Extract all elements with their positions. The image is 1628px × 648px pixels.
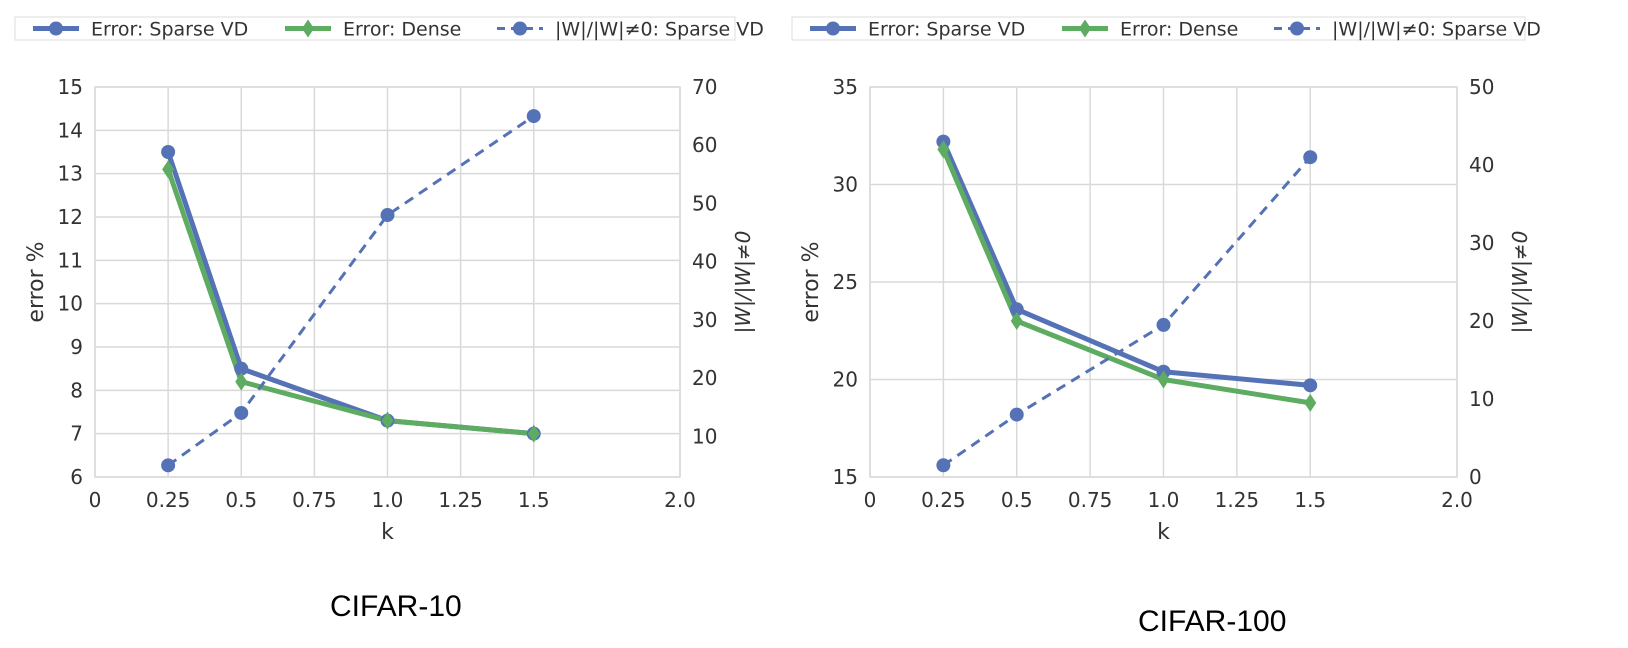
series-1-point: [1009, 302, 1024, 317]
x-tick-label: 0.25: [146, 488, 191, 512]
series-2-point: [1010, 312, 1023, 330]
y2-tick-label: 30: [1469, 231, 1494, 255]
series-2-point: [937, 140, 950, 159]
y-tick-label: 15: [58, 75, 83, 99]
y2-tick-label: 0: [1469, 465, 1482, 489]
series-3-point: [234, 405, 249, 420]
series-2-point: [527, 424, 540, 443]
x-tick-label: 1.25: [1215, 488, 1260, 512]
y-tick-label: 13: [58, 162, 83, 186]
x-tick-label: 0: [89, 488, 102, 512]
y-tick-label: 20: [833, 368, 858, 392]
y2-tick-label: 10: [692, 424, 717, 448]
legend-label-2: Error: Dense: [343, 19, 461, 41]
y-tick-label: 15: [833, 465, 858, 489]
series-1-point: [234, 361, 249, 376]
x-axis-label: k: [1157, 520, 1170, 545]
series-2-point: [235, 372, 248, 391]
caption-right: CIFAR-100: [1138, 605, 1287, 638]
y-tick-label: 11: [58, 248, 83, 272]
y2-tick-label: 20: [692, 366, 717, 390]
y2-tick-label: 20: [1469, 309, 1494, 333]
y2-tick-label: 30: [692, 308, 717, 332]
y2-axis-label: |W|/|W|≠0: [731, 231, 755, 334]
caption-left: CIFAR-10: [330, 590, 462, 623]
series-3-point: [936, 458, 951, 473]
x-tick-label: 2.0: [664, 488, 696, 512]
y-tick-label: 30: [833, 173, 858, 197]
legend-marker-3: [1290, 21, 1304, 36]
legend-label-1: Error: Sparse VD: [868, 19, 1025, 41]
legend-marker-1: [826, 21, 840, 36]
x-tick-label: 0: [864, 488, 877, 512]
series-2-point: [162, 160, 175, 179]
y-tick-label: 10: [58, 292, 83, 316]
x-tick-label: 0.25: [921, 488, 966, 512]
chart-1: 0 0.25 0.5 0.75 1.0 1.25 1.5 2.0 6 7 8 9 10 11 12 13 14 1…: [14, 16, 764, 545]
series-3-point: [1009, 407, 1024, 422]
series-3-point: [161, 458, 176, 473]
legend-label-3: |W|/|W|≠0: Sparse VD: [1332, 19, 1541, 41]
y2-axis-label: |W|/|W|≠0: [1508, 231, 1532, 334]
legend-marker-2: [1079, 19, 1091, 38]
y2-tick-label: 50: [692, 191, 717, 215]
x-tick-label: 1.0: [372, 488, 404, 512]
x-tick-label: 1.5: [518, 488, 550, 512]
y-tick-label: 12: [58, 205, 83, 229]
y-tick-label: 14: [58, 118, 83, 142]
series-3-point: [1156, 317, 1171, 332]
y2-tick-label: 40: [692, 250, 717, 274]
y2-tick-label: 40: [1469, 153, 1494, 177]
series-2-point: [1304, 393, 1317, 412]
legend-marker-3: [513, 21, 527, 36]
x-tick-label: 1.0: [1148, 488, 1180, 512]
series-2-point: [381, 411, 394, 430]
y2-tick-label: 10: [1469, 387, 1494, 411]
y-tick-label: 25: [833, 270, 858, 294]
y2-tick-label: 60: [692, 133, 717, 157]
series-3-point: [526, 109, 541, 124]
x-tick-label: 1.5: [1294, 488, 1326, 512]
x-tick-label: 0.75: [292, 488, 337, 512]
series-line-3: [942, 156, 1312, 467]
legend-marker-2: [302, 19, 314, 38]
y-axis-label: error %: [24, 241, 49, 322]
y-tick-label: 9: [70, 335, 83, 359]
y-tick-label: 6: [70, 465, 83, 489]
series-3-point: [1303, 150, 1318, 165]
series-1-point: [161, 145, 176, 159]
x-tick-label: 0.75: [1068, 488, 1113, 512]
y-axis-label: error %: [799, 241, 824, 322]
series-2-point: [1157, 370, 1170, 389]
series-line-3: [167, 114, 535, 467]
x-axis-label: k: [381, 520, 394, 545]
y-tick-label: 8: [70, 378, 83, 402]
legend-label-1: Error: Sparse VD: [91, 19, 248, 41]
y2-tick-label: 70: [692, 75, 717, 99]
series-line-2: [165, 168, 534, 437]
legend-label-3: |W|/|W|≠0: Sparse VD: [555, 19, 764, 41]
legend-marker-1: [49, 21, 63, 36]
x-tick-label: 0.5: [1001, 488, 1033, 512]
x-tick-label: 0.5: [225, 488, 257, 512]
series-1-point: [1303, 378, 1318, 393]
legend-box: [14, 16, 736, 41]
y2-tick-label: 50: [1469, 75, 1494, 99]
x-tick-label: 1.25: [438, 488, 483, 512]
x-tick-label: 2.0: [1441, 488, 1473, 512]
series-line-1: [941, 140, 1311, 388]
chart-2: 0 0.25 0.5 0.75 1.0 1.25 1.5 2.0 15 20 25 30 35 0 10 20…: [791, 16, 1541, 545]
series-line-2: [941, 148, 1311, 406]
legend-label-2: Error: Dense: [1120, 19, 1238, 41]
series-3-point: [380, 208, 395, 223]
y-tick-label: 35: [833, 75, 858, 99]
y-tick-label: 7: [70, 422, 83, 446]
legend-box: [791, 16, 1526, 41]
